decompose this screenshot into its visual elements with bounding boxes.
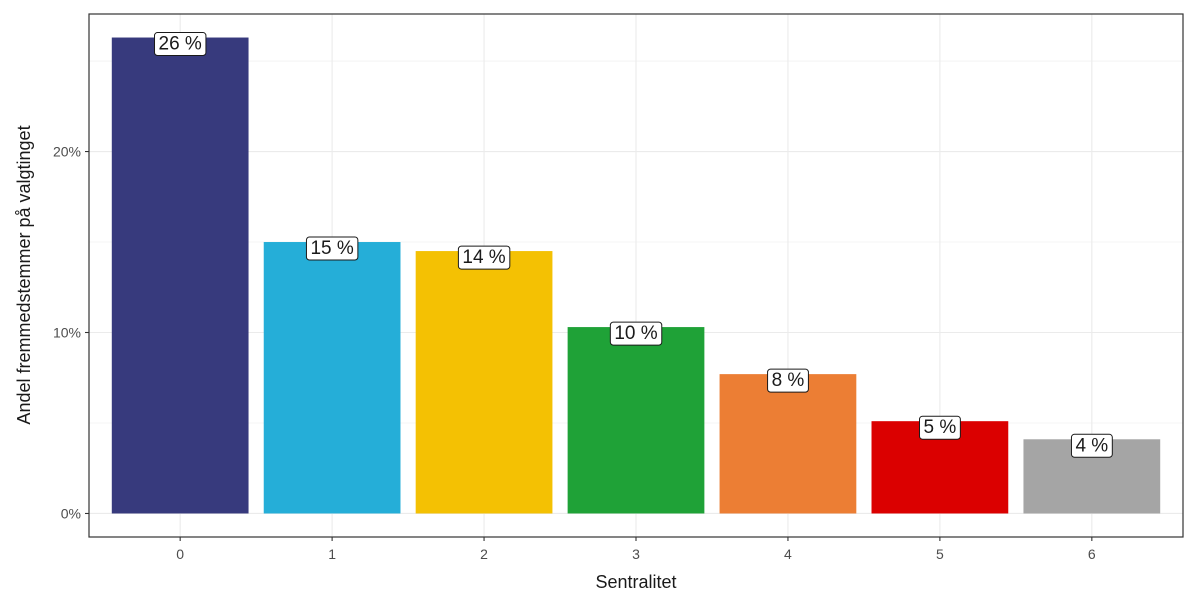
bar-0 — [111, 37, 249, 514]
data-label-0: 26 % — [154, 32, 207, 57]
x-tick-label: 2 — [480, 546, 488, 562]
x-tick-label: 4 — [784, 546, 792, 562]
x-axis-ticks: 0 1 2 3 4 5 6 — [176, 537, 1096, 562]
bars — [111, 37, 1161, 514]
data-label-box — [457, 245, 511, 270]
data-label-text: 14 % — [462, 247, 505, 268]
data-label-1: 15 % — [305, 236, 359, 261]
data-labels: 26 % 15 % 14 % 10 % 8 % 5 % 4 % — [154, 32, 1113, 458]
data-label-text: 5 % — [924, 417, 957, 438]
data-label-box — [609, 321, 663, 346]
data-label-text: 26 % — [159, 34, 202, 55]
data-label-text: 8 % — [772, 370, 805, 391]
y-tick-label: 10% — [53, 325, 81, 341]
data-label-text: 10 % — [614, 323, 657, 344]
data-label-4: 8 % — [767, 368, 809, 393]
data-label-box — [1070, 433, 1113, 458]
x-tick-label: 3 — [632, 546, 640, 562]
bar-4 — [719, 374, 857, 514]
data-label-5: 5 % — [919, 415, 961, 440]
x-tick-label: 5 — [936, 546, 944, 562]
x-axis-title: Sentralitet — [595, 572, 676, 592]
y-axis-ticks: 0% 10% 20% — [53, 144, 89, 521]
bar-3 — [567, 327, 705, 514]
data-label-text: 4 % — [1075, 435, 1108, 456]
y-tick-label: 20% — [53, 144, 81, 160]
data-label-box — [919, 415, 961, 440]
x-tick-label: 1 — [328, 546, 336, 562]
data-label-text: 15 % — [310, 238, 353, 259]
bar-1 — [263, 242, 401, 514]
data-label-6: 4 % — [1070, 433, 1113, 458]
y-tick-label: 0% — [61, 505, 81, 521]
data-label-3: 10 % — [609, 321, 663, 346]
data-label-2: 14 % — [457, 245, 511, 270]
bar-2 — [415, 251, 553, 514]
x-tick-label: 0 — [176, 546, 184, 562]
data-label-box — [767, 368, 809, 393]
data-label-box — [154, 32, 207, 57]
x-tick-label: 6 — [1088, 546, 1096, 562]
data-label-box — [305, 236, 359, 261]
y-axis-title: Andel fremmedstemmer på valgtinget — [14, 125, 34, 424]
